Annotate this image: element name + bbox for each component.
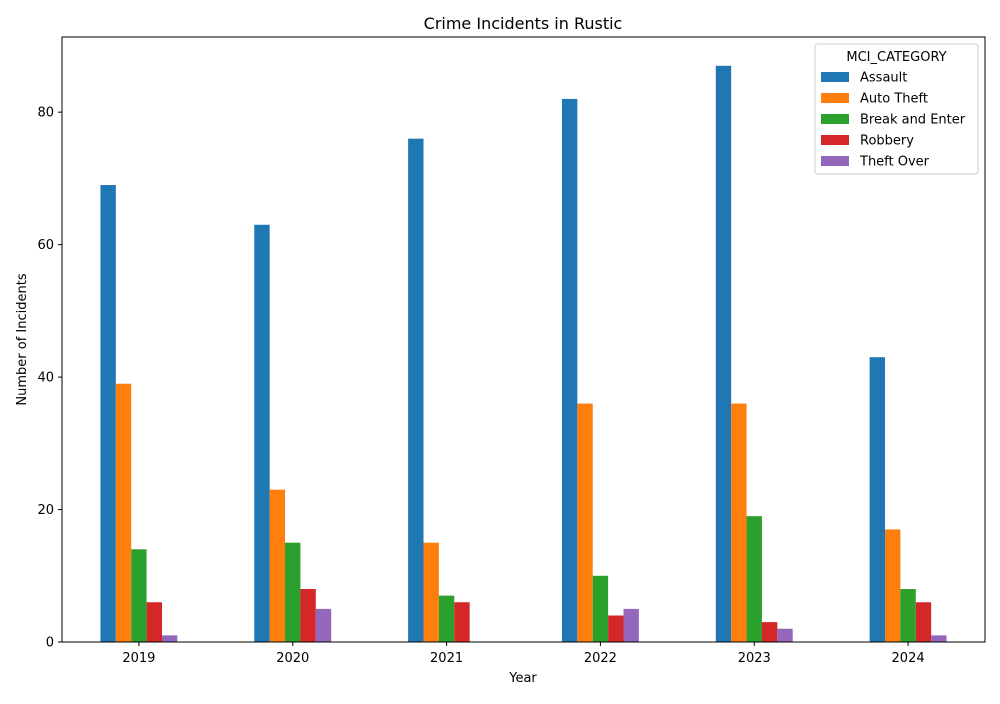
y-tick-label: 80 xyxy=(37,106,54,121)
legend-swatch xyxy=(821,135,849,145)
legend-swatch xyxy=(821,114,849,124)
x-tick-label: 2023 xyxy=(738,651,771,666)
legend-swatch xyxy=(821,156,849,166)
bar-robbery-2019 xyxy=(146,602,162,642)
bar-break-and-enter-2019 xyxy=(131,549,147,642)
bar-theft-over-2022 xyxy=(623,608,639,642)
legend-label: Auto Theft xyxy=(860,92,928,107)
bar-break-and-enter-2022 xyxy=(592,575,609,642)
bar-auto-theft-2019 xyxy=(115,383,132,642)
bar-auto-theft-2020 xyxy=(269,489,286,642)
bar-auto-theft-2022 xyxy=(577,403,593,642)
y-axis-ticks: 0 20 40 60 80 xyxy=(37,106,62,651)
bar-auto-theft-2023 xyxy=(731,403,747,642)
bar-break-and-enter-2024 xyxy=(900,589,916,642)
y-axis-label: Number of Incidents xyxy=(15,273,30,405)
x-tick-label: 2024 xyxy=(892,651,925,666)
legend-swatch xyxy=(821,72,849,82)
bar-theft-over-2019 xyxy=(161,635,178,642)
legend-label: Assault xyxy=(860,71,907,86)
x-tick-label: 2019 xyxy=(122,651,155,666)
bar-assault-2020 xyxy=(254,224,270,642)
bar-break-and-enter-2021 xyxy=(438,595,455,642)
chart-title: Crime Incidents in Rustic xyxy=(424,14,623,33)
x-axis-ticks: 2019 2020 2021 2022 2023 2024 xyxy=(122,642,925,666)
legend-items: Assault Auto Theft Break and Enter Robbery T… xyxy=(821,71,966,170)
x-tick-label: 2021 xyxy=(430,651,463,666)
legend-box xyxy=(814,43,979,175)
bar-auto-theft-2024 xyxy=(885,529,901,642)
bar-assault-2023 xyxy=(715,65,732,642)
x-axis-label: Year xyxy=(508,671,537,686)
bar-assault-2024 xyxy=(869,357,886,642)
legend-title: MCI_CATEGORY xyxy=(846,50,946,65)
legend: MCI_CATEGORY Assault Auto Theft Break and … xyxy=(814,43,979,175)
legend-swatch xyxy=(821,93,849,103)
y-tick-label: 0 xyxy=(46,636,54,651)
bar-assault-2019 xyxy=(100,185,116,642)
legend-label: Theft Over xyxy=(859,155,930,170)
plot-frame xyxy=(61,36,986,643)
y-tick-label: 60 xyxy=(37,238,54,253)
bar-robbery-2022 xyxy=(608,615,624,642)
legend-label: Break and Enter xyxy=(860,113,966,128)
bar-robbery-2023 xyxy=(761,622,778,642)
bar-robbery-2020 xyxy=(300,589,316,642)
legend-label: Robbery xyxy=(860,134,914,149)
bar-robbery-2024 xyxy=(915,602,932,642)
bar-assault-2022 xyxy=(561,98,578,643)
bar-break-and-enter-2023 xyxy=(746,516,762,642)
bar-break-and-enter-2020 xyxy=(285,542,301,642)
bar-theft-over-2020 xyxy=(315,608,332,642)
bar-auto-theft-2021 xyxy=(423,542,439,642)
bar-theft-over-2023 xyxy=(777,628,793,642)
bar-assault-2021 xyxy=(408,138,424,642)
x-tick-label: 2022 xyxy=(584,651,617,666)
bar-robbery-2021 xyxy=(454,602,470,642)
x-tick-label: 2020 xyxy=(276,651,309,666)
y-tick-label: 40 xyxy=(37,371,54,386)
bar-theft-over-2024 xyxy=(931,635,947,642)
y-tick-label: 20 xyxy=(37,503,54,518)
bars-group xyxy=(100,65,947,643)
